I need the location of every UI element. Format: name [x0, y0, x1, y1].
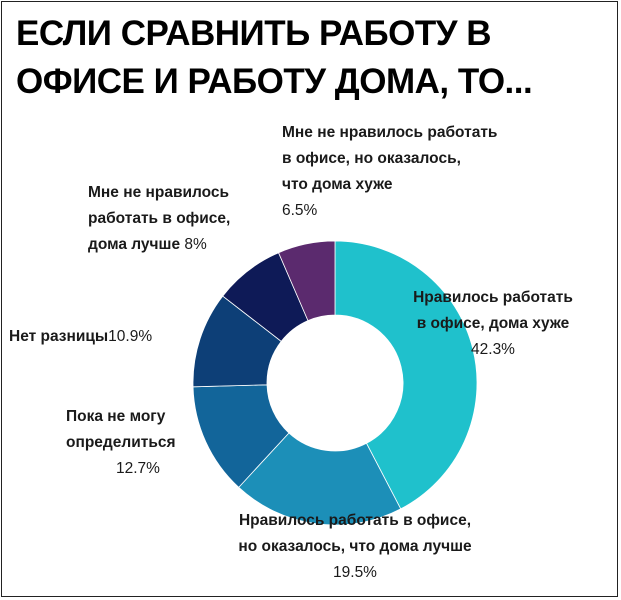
slice-label-3-line-1: Нет разницы — [9, 328, 109, 345]
slice-value-1: 19.5% — [333, 564, 377, 581]
slice-label-0-line-2: в офисе, дома хуже — [416, 315, 570, 332]
slice-value-5: 6.5% — [282, 202, 318, 219]
slice-label-1: Нравилось работать в офисе, но оказалось… — [190, 508, 520, 586]
slice-label-4-line-3: дома лучше — [88, 236, 181, 253]
slice-label-5: Мне не нравилось работать в офисе, но ок… — [282, 120, 602, 224]
slice-label-4-line-1: Мне не нравилось — [88, 184, 230, 201]
donut-slice-1 — [238, 432, 402, 526]
slice-label-5-line-1: Мне не нравилось работать — [282, 124, 498, 141]
slice-label-0-line-1: Нравилось работать — [413, 289, 573, 306]
slice-label-5-line-2: в офисе, но оказалось, — [282, 150, 461, 167]
slice-label-4: Мне не нравилось работать в офисе, дома … — [88, 180, 288, 258]
chart-title: ЕСЛИ СРАВНИТЬ РАБОТУ В ОФИСЕ И РАБОТУ ДО… — [16, 10, 616, 106]
slice-label-3: Нет разницы10.9% — [9, 324, 209, 350]
slice-label-2-line-1: Пока не могу — [66, 408, 166, 425]
slice-label-1-line-1: Нравилось работать в офисе, — [238, 512, 472, 529]
title-line-2: ОФИСЕ И РАБОТУ ДОМА, ТО... — [16, 62, 533, 101]
slice-label-5-line-3: что дома хуже — [282, 176, 393, 193]
slice-label-2: Пока не могу определиться 12.7% — [66, 404, 226, 482]
slice-value-2: 12.7% — [116, 460, 160, 477]
slice-label-2-line-2: определиться — [66, 434, 176, 451]
slice-value-0: 42.3% — [471, 341, 515, 358]
slice-value-4: 8% — [184, 236, 207, 253]
slice-label-1-line-2: но оказалось, что дома лучше — [238, 538, 472, 555]
donut-slice-0 — [334, 240, 478, 510]
title-line-1: ЕСЛИ СРАВНИТЬ РАБОТУ В — [16, 14, 492, 53]
slice-label-4-line-2: работать в офисе, — [88, 210, 231, 227]
slice-value-3: 10.9% — [108, 328, 153, 345]
donut-slice-5 — [278, 240, 336, 322]
slice-label-0: Нравилось работать в офисе, дома хуже 42… — [383, 285, 603, 363]
